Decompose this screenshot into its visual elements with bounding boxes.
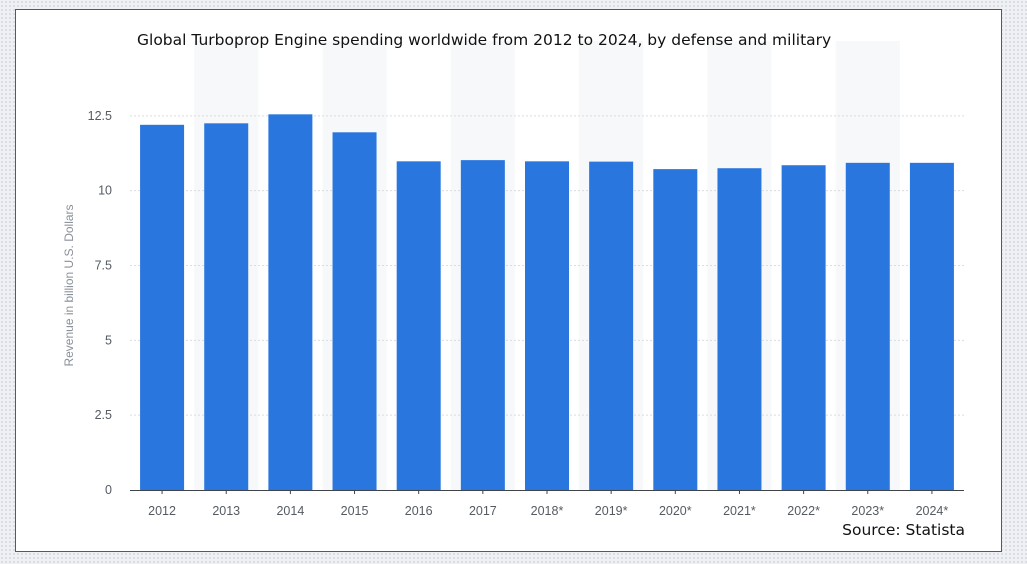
x-tick-label: 2016 xyxy=(405,504,433,518)
bar-2015 xyxy=(332,132,377,490)
y-tick-label: 2.5 xyxy=(95,408,112,422)
x-tick-label: 2024* xyxy=(916,504,949,518)
chart-title: Global Turboprop Engine spending worldwi… xyxy=(137,31,831,49)
y-axis-ticks: 0 2.5 5 7.5 10 12.5 xyxy=(88,109,112,497)
x-tick-label: 2012 xyxy=(148,504,176,518)
bar-2012 xyxy=(140,124,185,491)
x-tick-label: 2017 xyxy=(469,504,497,518)
x-tick-label: 2022* xyxy=(787,504,820,518)
bar-2014 xyxy=(268,114,313,490)
bar-2016 xyxy=(396,161,441,490)
x-tick-label: 2023* xyxy=(851,504,884,518)
bar-2017 xyxy=(460,160,505,490)
y-tick-label: 12.5 xyxy=(88,109,112,123)
bars xyxy=(140,114,954,491)
bar-2019 xyxy=(589,161,634,490)
chart-frame: 0 2.5 5 7.5 10 12.5 2012 2013 2014 2015 2016 2017 2… xyxy=(15,9,1002,552)
bar-2020 xyxy=(653,169,698,490)
bar-2018 xyxy=(525,161,569,490)
bar-2022 xyxy=(781,165,826,490)
x-tick-label: 2014 xyxy=(276,504,304,518)
x-axis-ticks: 2012 2013 2014 2015 2016 2017 2018* 2019* 2020* 2… xyxy=(148,490,948,518)
x-tick-label: 2019* xyxy=(595,504,628,518)
bar-2024 xyxy=(909,162,954,490)
y-axis-label: Revenue in billion U.S. Dollars xyxy=(62,204,76,366)
x-tick-label: 2020* xyxy=(659,504,692,518)
bar-2013 xyxy=(204,123,249,491)
bar-2023 xyxy=(845,162,890,490)
x-tick-label: 2018* xyxy=(531,504,564,518)
y-tick-label: 5 xyxy=(105,333,112,347)
y-tick-label: 10 xyxy=(98,184,112,198)
source-label: Source: Statista xyxy=(842,521,965,539)
x-tick-label: 2013 xyxy=(212,504,240,518)
x-tick-label: 2021* xyxy=(723,504,756,518)
y-tick-label: 0 xyxy=(105,483,112,497)
x-tick-label: 2015 xyxy=(341,504,369,518)
y-tick-label: 7.5 xyxy=(95,259,112,273)
bar-2021 xyxy=(717,168,762,490)
